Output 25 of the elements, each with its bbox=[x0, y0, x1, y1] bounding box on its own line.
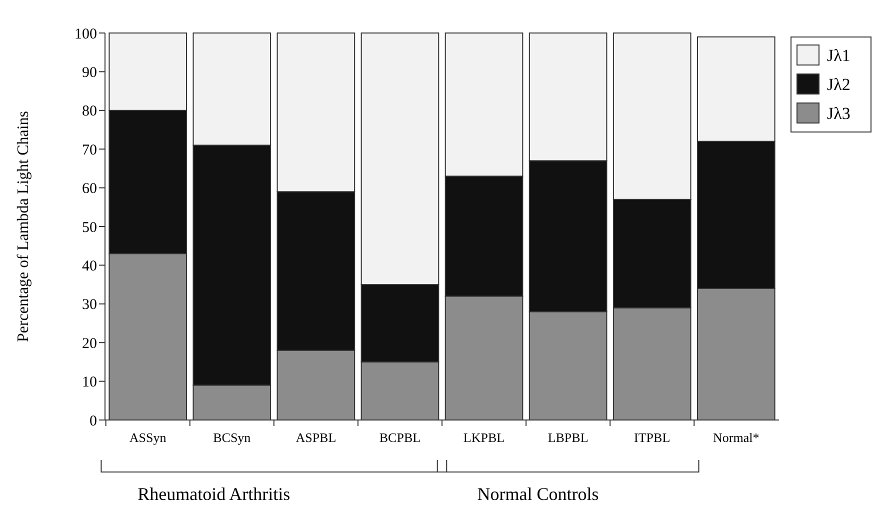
y-tick-label: 20 bbox=[82, 336, 97, 352]
y-tick-label: 60 bbox=[82, 181, 97, 198]
y-tick-label: 90 bbox=[82, 64, 97, 81]
y-tick-label: 80 bbox=[82, 104, 97, 120]
y-tick-label: 70 bbox=[82, 142, 97, 158]
y-tick-label: 10 bbox=[82, 374, 97, 391]
x-tick-label: LKPBL bbox=[463, 430, 505, 445]
y-axis-title: Percentage of Lambda Light Chains bbox=[15, 110, 32, 342]
y-tick-label: 40 bbox=[82, 258, 97, 274]
x-tick-label: ASPBL bbox=[296, 430, 336, 445]
y-tick-label: 30 bbox=[82, 297, 97, 314]
x-tick-label: Normal* bbox=[713, 430, 760, 445]
legend-label: Jλ1 bbox=[827, 46, 850, 65]
y-tick-label: 100 bbox=[74, 26, 97, 42]
x-tick-label: ASSyn bbox=[129, 430, 167, 445]
y-tick-label: 0 bbox=[90, 413, 97, 430]
y-tick-label: 50 bbox=[82, 220, 97, 236]
x-tick-label: LBPBL bbox=[548, 430, 588, 445]
x-tick-label: BCSyn bbox=[213, 430, 252, 445]
x-tick-label: ITPBL bbox=[634, 430, 670, 445]
x-tick-label: BCPBL bbox=[379, 430, 421, 445]
text: Rheumatoid Arthritis bbox=[138, 484, 290, 504]
text: Normal Controls bbox=[477, 484, 599, 504]
legend-label: Jλ3 bbox=[827, 104, 850, 123]
legend-label: Jλ2 bbox=[827, 74, 850, 94]
